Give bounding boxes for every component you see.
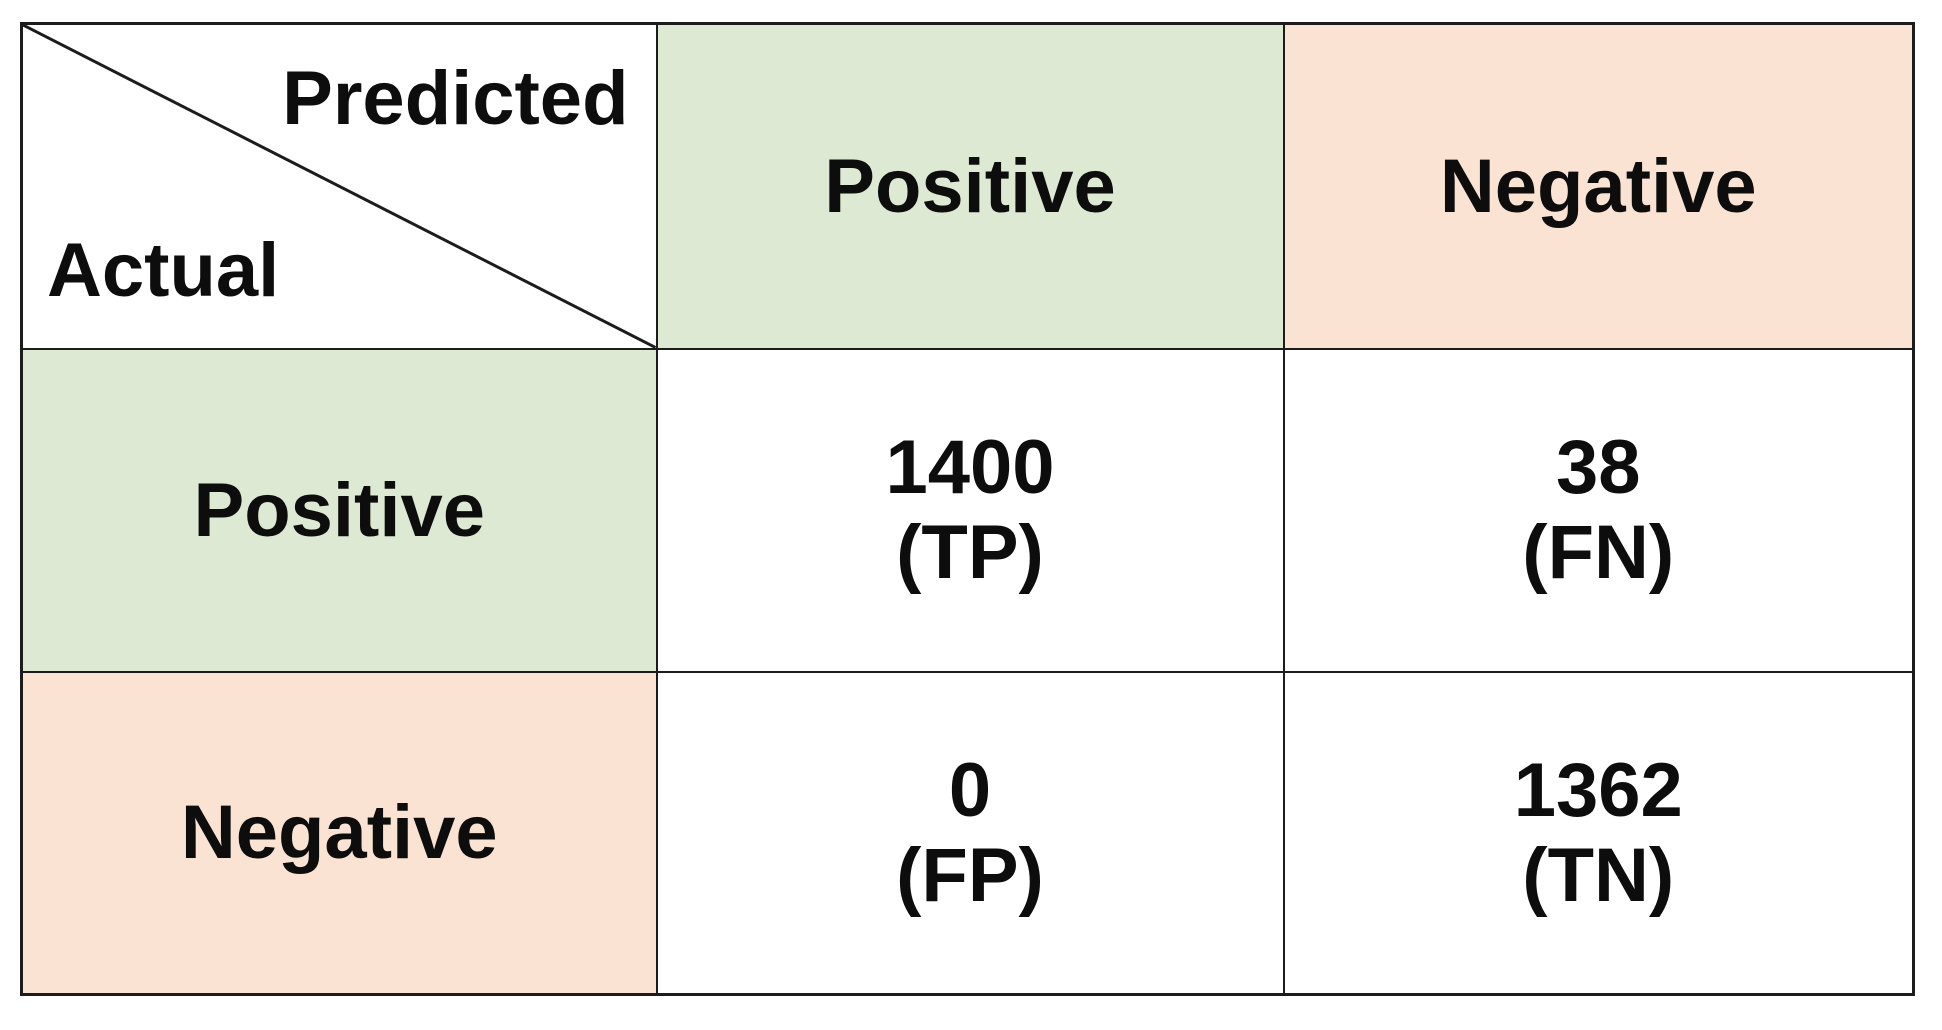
row-header-positive: Positive (20, 347, 658, 673)
table-row-actual-negative: Negative 0 (FP) 1362 (TN) (20, 670, 1915, 996)
cell-false-negative: 38 (FN) (1282, 347, 1915, 673)
true-negative-tag: (TN) (1522, 832, 1675, 918)
false-positive-value: 0 (948, 747, 992, 833)
row-header-negative: Negative (20, 670, 658, 996)
header-row: Predicted Actual Positive Negative (20, 22, 1915, 350)
cell-false-positive: 0 (FP) (655, 670, 1285, 996)
false-positive-tag: (FP) (896, 832, 1044, 918)
cell-true-positive: 1400 (TP) (655, 347, 1285, 673)
false-negative-value: 38 (1555, 424, 1641, 510)
false-negative-tag: (FN) (1522, 510, 1675, 595)
true-positive-tag: (TP) (896, 510, 1044, 595)
actual-axis-label: Actual (47, 228, 280, 313)
confusion-matrix-table: Predicted Actual Positive Negative Posit… (20, 22, 1915, 996)
corner-cell: Predicted Actual (20, 22, 658, 350)
predicted-axis-label: Predicted (282, 56, 629, 141)
col-header-positive: Positive (655, 22, 1285, 350)
diagonal-divider (23, 25, 655, 347)
true-positive-value: 1400 (885, 424, 1055, 510)
true-negative-value: 1362 (1513, 747, 1683, 833)
col-header-negative: Negative (1282, 22, 1915, 350)
cell-true-negative: 1362 (TN) (1282, 670, 1915, 996)
table-row-actual-positive: Positive 1400 (TP) 38 (FN) (20, 347, 1915, 673)
